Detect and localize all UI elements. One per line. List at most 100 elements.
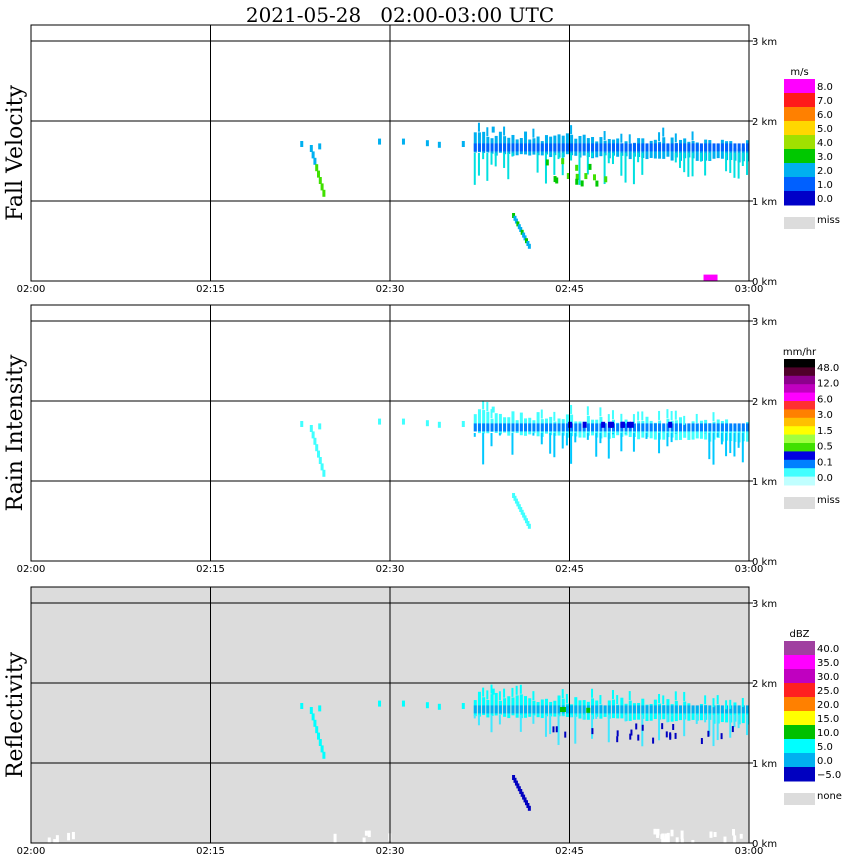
- colorbar-label: 40.0: [817, 644, 839, 655]
- colorbar-swatch: [784, 641, 815, 656]
- echo-cell: [683, 143, 687, 152]
- echo-cell: [536, 143, 540, 152]
- echo-cell: [725, 153, 728, 172]
- echo-cell: [746, 422, 750, 442]
- echo-cell: [523, 515, 527, 521]
- echo-cell: [565, 693, 568, 703]
- echo-cell: [668, 421, 673, 428]
- echo-cell: [737, 715, 740, 729]
- echo-cell: [561, 158, 565, 165]
- time-tick-label: 02:15: [196, 284, 225, 295]
- colorbar-swatch: [784, 697, 815, 712]
- echo-cell: [649, 705, 653, 714]
- echo-cell: [687, 423, 691, 440]
- echo-cell: [695, 423, 699, 432]
- echo-cell: [540, 433, 543, 445]
- echo-cell: [712, 412, 715, 422]
- echo-cell: [477, 705, 481, 714]
- echo-cell: [564, 731, 567, 738]
- echo-cell: [575, 173, 579, 180]
- echo-cell: [620, 143, 624, 152]
- echo-cell: [519, 789, 523, 794]
- echo-cell: [561, 143, 565, 152]
- echo-cell: [511, 411, 515, 433]
- echo-cell: [313, 157, 317, 165]
- echo-cell: [507, 143, 511, 152]
- time-tick-label: 02:15: [196, 564, 225, 575]
- time-tick-label: 02:45: [555, 564, 584, 575]
- echo-cell: [512, 775, 516, 780]
- echo-cell: [570, 125, 573, 135]
- echo-cell: [666, 832, 670, 844]
- echo-cell: [578, 423, 582, 432]
- echo-cell: [482, 423, 486, 432]
- colorbar-label: 30.0: [817, 672, 839, 683]
- echo-cell: [591, 715, 594, 739]
- colorbar-label: 7.0: [817, 96, 833, 107]
- echo-cell: [680, 830, 684, 839]
- height-tick-label: 0 km: [752, 839, 777, 850]
- echo-cell: [645, 705, 649, 714]
- colorbar-swatch: [784, 107, 815, 122]
- echo-cell: [666, 705, 670, 714]
- echo-cell: [582, 143, 586, 152]
- echo-cell: [532, 691, 535, 701]
- echo-cell: [526, 803, 530, 808]
- echo-cell: [494, 423, 498, 432]
- colorbar-label: 0.0: [817, 756, 833, 767]
- panel-2: 0 km 1 km 2 km 3 km 02:00 02:15 02:30 02:45 03:0…: [3, 586, 842, 857]
- echo-cell: [575, 178, 579, 185]
- echo-cell: [555, 726, 558, 733]
- echo-cell: [570, 705, 574, 714]
- echo-cell: [624, 423, 628, 432]
- echo-cell: [527, 523, 531, 529]
- echo-cell: [691, 131, 694, 141]
- echo-cell: [666, 143, 670, 152]
- echo-cell: [632, 153, 635, 185]
- echo-cell: [311, 713, 315, 721]
- echo-cell: [658, 143, 662, 152]
- echo-cell: [482, 687, 485, 697]
- echo-cell: [544, 705, 548, 714]
- echo-cell: [522, 794, 526, 800]
- colorbar-miss-label: none: [817, 791, 842, 802]
- echo-cell: [628, 143, 632, 152]
- echo-cell: [733, 143, 737, 152]
- echo-cell: [482, 410, 486, 434]
- colorbar-label: 0.1: [817, 457, 833, 468]
- echo-cell: [662, 143, 666, 152]
- colorbar-swatch: [784, 191, 815, 206]
- echo-cell: [708, 143, 712, 152]
- echo-cell: [578, 705, 582, 714]
- panels: 0 km 1 km 2 km 3 km 02:00 02:15 02:30 02:45 03:0…: [3, 24, 842, 857]
- echo-cell: [309, 145, 313, 152]
- echo-cell: [645, 423, 649, 432]
- echo-cell: [318, 705, 322, 712]
- echo-cell: [317, 450, 321, 458]
- colorbar-label: 8.0: [817, 82, 833, 93]
- time-tick-label: 02:30: [376, 846, 405, 857]
- echo-cell: [666, 423, 670, 432]
- echo-cell: [637, 153, 640, 163]
- echo-cell: [704, 715, 707, 723]
- echo-cell: [595, 143, 599, 152]
- echo-cell: [313, 437, 317, 445]
- echo-cell: [519, 705, 523, 714]
- echo-cell: [582, 421, 587, 428]
- time-tick-label: 02:45: [555, 284, 584, 295]
- echo-cell: [477, 153, 480, 176]
- echo-cell: [674, 433, 677, 434]
- colorbar-swatch: [784, 149, 815, 164]
- echo-cell: [544, 423, 548, 432]
- echo-cell: [678, 153, 681, 168]
- echo-cell: [511, 143, 515, 152]
- echo-cell: [716, 715, 719, 741]
- colorbar-swatch: [784, 375, 815, 385]
- echo-cell: [318, 177, 322, 184]
- plot-frame: [30, 304, 750, 562]
- echo-cell: [716, 143, 720, 152]
- echo-cell: [320, 463, 324, 471]
- echo-cell: [473, 143, 477, 152]
- colorbar-miss-swatch: [784, 497, 815, 509]
- echo-cell: [515, 423, 519, 432]
